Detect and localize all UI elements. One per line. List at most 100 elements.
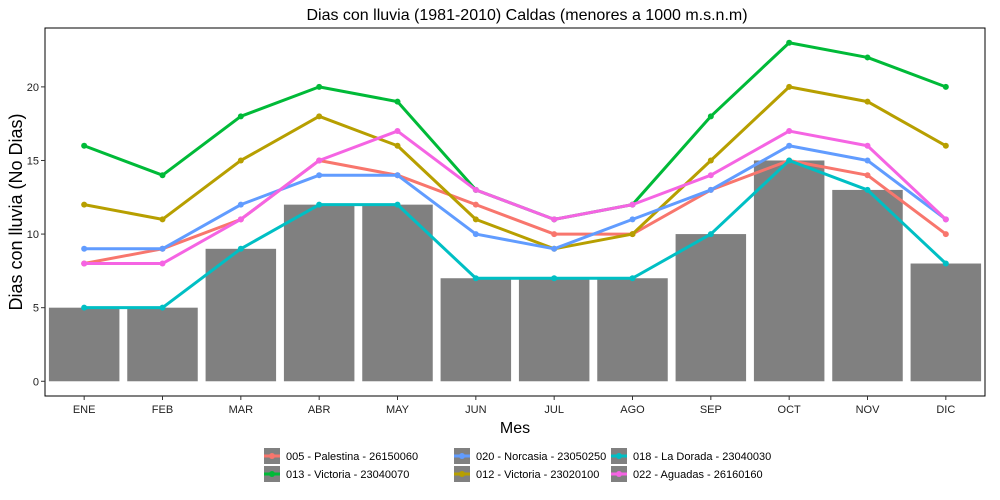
- series-line-2: [83, 85, 947, 251]
- series-4-point: [159, 304, 166, 311]
- x-tick-label: JUN: [465, 404, 486, 416]
- bar-ene: [48, 307, 120, 382]
- series-6-point: [394, 128, 401, 135]
- series-line-6: [84, 129, 947, 266]
- x-tick-label: FEB: [152, 404, 173, 416]
- x-axis: ENE FEB MAR ABR MAY JUN JUL AGO SEP OCT NOV DIC: [73, 396, 955, 416]
- series-4-point: [629, 275, 636, 282]
- x-tick-label: MAR: [229, 404, 254, 416]
- legend-key-point: [616, 471, 622, 477]
- y-axis: 0 5 10 15 20: [27, 82, 45, 388]
- bar-nov: [832, 189, 903, 382]
- chart-title: Dias con lluvia (1981-2010) Caldas (meno…: [306, 7, 747, 24]
- y-tick-label: 20: [27, 82, 39, 94]
- bars: [48, 160, 982, 382]
- series-4-point: [707, 231, 714, 238]
- x-axis-title: Mes: [500, 420, 530, 437]
- series-3-point: [81, 142, 88, 149]
- series-6-point: [237, 216, 244, 223]
- legend-key-point: [269, 453, 275, 459]
- legend-key-point: [269, 471, 275, 477]
- series-2-point: [159, 216, 166, 223]
- x-tick-label: ENE: [73, 404, 96, 416]
- legend-label: 005 - Palestina - 26150060: [286, 451, 418, 463]
- series-5-point: [786, 142, 793, 149]
- series-2-point: [472, 216, 479, 223]
- series-4-point: [942, 260, 949, 267]
- legend-label: 020 - Norcasia - 23050250: [476, 451, 606, 463]
- series-6-point: [472, 186, 479, 193]
- series-5-point: [316, 172, 323, 179]
- series-5-point: [394, 172, 401, 179]
- series-1-point: [551, 231, 558, 238]
- series-5-point: [472, 231, 479, 238]
- bar-ago: [597, 278, 668, 382]
- series-2-point: [864, 98, 871, 105]
- y-tick-label: 0: [33, 376, 39, 388]
- legend-item: 022 - Aguadas - 26160160: [611, 466, 763, 482]
- series-lines: [81, 39, 949, 311]
- x-tick-label: NOV: [856, 404, 881, 416]
- series-6-point: [864, 142, 871, 149]
- series-2-point: [81, 201, 88, 208]
- legend-item: 018 - La Dorada - 23040030: [611, 448, 771, 464]
- series-line-5: [84, 144, 947, 251]
- series-4-point: [551, 275, 558, 282]
- series-6-point: [942, 216, 949, 223]
- bar-feb: [127, 307, 198, 382]
- series-4-point: [316, 201, 323, 208]
- series-3-point: [394, 98, 401, 105]
- x-tick-label: ABR: [308, 404, 331, 416]
- y-tick-label: 5: [33, 303, 39, 315]
- series-2-point: [786, 83, 793, 90]
- series-2-point: [629, 231, 636, 238]
- series-2-point: [237, 157, 244, 164]
- bar-sep: [675, 234, 747, 382]
- y-tick-label: 15: [27, 155, 39, 167]
- series-6-point: [707, 172, 714, 179]
- legend-key-point: [459, 471, 465, 477]
- x-tick-label: MAY: [386, 404, 410, 416]
- series-6-point: [629, 201, 636, 208]
- legend-item: 005 - Palestina - 26150060: [264, 448, 418, 464]
- series-5-point: [551, 245, 558, 252]
- series-3-point: [864, 54, 871, 61]
- series-1-point: [864, 172, 871, 179]
- x-tick-label: JUL: [544, 404, 564, 416]
- series-2-point: [942, 142, 949, 149]
- series-2-point: [707, 157, 714, 164]
- legend-item: 012 - Victoria - 23020100: [454, 466, 599, 482]
- series-4-point: [394, 201, 401, 208]
- x-tick-label: SEP: [700, 404, 722, 416]
- legend-label: 022 - Aguadas - 26160160: [633, 469, 763, 481]
- y-tick-label: 10: [27, 229, 39, 241]
- series-5-point: [237, 201, 244, 208]
- series-4-point: [864, 186, 871, 193]
- legend-label: 018 - La Dorada - 23040030: [633, 451, 771, 463]
- series-2-point: [394, 142, 401, 149]
- series-4-point: [786, 157, 793, 164]
- series-3-point: [316, 83, 323, 90]
- legend-item: 020 - Norcasia - 23050250: [454, 448, 606, 464]
- series-3-point: [942, 83, 949, 90]
- bar-oct: [753, 160, 825, 382]
- series-4-point: [81, 304, 88, 311]
- series-line-4: [84, 158, 947, 310]
- series-1-point: [472, 201, 479, 208]
- series-1-point: [942, 231, 949, 238]
- series-3-point: [237, 113, 244, 120]
- series-3-point: [786, 39, 793, 46]
- series-4-point: [472, 275, 479, 282]
- series-5-point: [864, 157, 871, 164]
- series-5-point: [707, 186, 714, 193]
- series-2-point: [316, 113, 323, 120]
- series-5-point: [629, 216, 636, 223]
- bar-mar: [205, 248, 277, 382]
- series-line-1: [83, 158, 947, 265]
- bar-jul: [518, 278, 590, 382]
- bar-abr: [283, 204, 355, 382]
- series-6-point: [551, 216, 558, 223]
- series-3-point: [707, 113, 714, 120]
- series-4-point: [237, 245, 244, 252]
